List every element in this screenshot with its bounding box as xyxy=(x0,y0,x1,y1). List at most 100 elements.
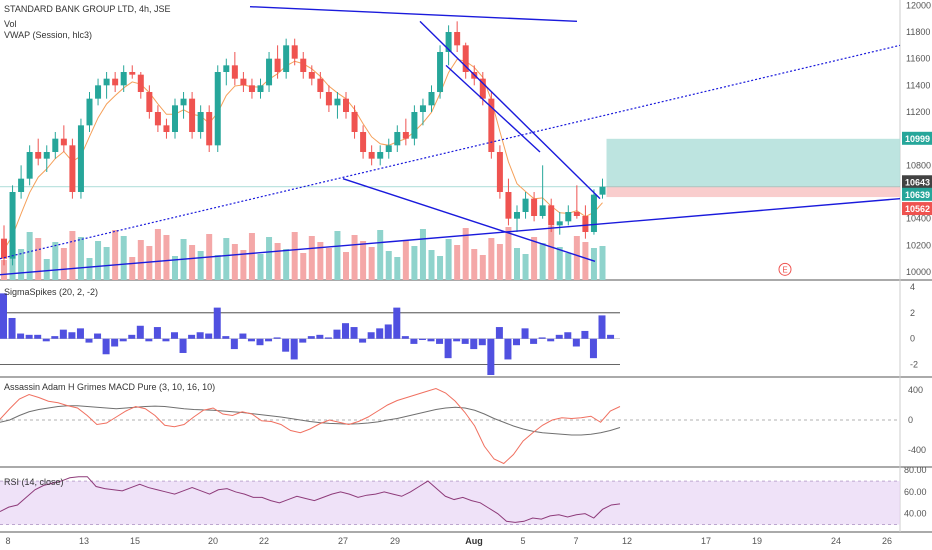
price-label-text: 10999 xyxy=(905,134,930,144)
candle xyxy=(300,52,307,79)
candle xyxy=(18,165,25,199)
candle-body xyxy=(9,192,16,259)
sigma-bar xyxy=(119,338,127,342)
candle-body xyxy=(505,192,512,219)
candle xyxy=(291,38,298,66)
time-tick-label: 26 xyxy=(882,536,892,546)
volume-bar xyxy=(360,241,367,280)
volume-bar xyxy=(86,258,93,280)
candle-body xyxy=(565,212,572,222)
sigma-bar xyxy=(34,334,42,339)
volume-bar xyxy=(197,251,204,280)
volume-bar xyxy=(103,247,110,280)
candle xyxy=(590,189,597,235)
rsi-tick-label: 80.00 xyxy=(904,465,927,475)
volume-bar xyxy=(496,244,503,280)
sigma-bar xyxy=(51,336,59,339)
candle-body xyxy=(590,194,597,232)
sigma-bar xyxy=(205,333,213,339)
volume-bar xyxy=(43,259,50,280)
candle-body xyxy=(539,205,546,216)
sigma-bar xyxy=(316,334,324,339)
volume-bar xyxy=(308,236,315,280)
vol-label[interactable]: Vol xyxy=(4,19,17,29)
sigma-tick-label: 2 xyxy=(910,308,915,318)
volume-bar xyxy=(240,250,247,280)
sigma-bar xyxy=(589,338,597,359)
sigma-bar xyxy=(222,336,230,339)
candle-body xyxy=(86,98,93,126)
candle-body xyxy=(69,145,76,192)
volume-bar xyxy=(471,249,478,280)
volume-bar xyxy=(539,243,546,280)
trendline-down xyxy=(419,20,601,200)
vwap-label[interactable]: VWAP (Session, hlc3) xyxy=(4,30,93,40)
time-tick-label: 15 xyxy=(130,536,140,546)
candle-body xyxy=(573,212,580,216)
volume-bar xyxy=(137,240,144,280)
sigma-bar xyxy=(453,338,461,342)
time-tick-label: 17 xyxy=(701,536,711,546)
volume-bar xyxy=(419,229,426,280)
volume-bar xyxy=(112,230,119,280)
volume-bar xyxy=(573,236,580,280)
candle xyxy=(419,98,426,126)
candle xyxy=(360,125,367,159)
volume-bar xyxy=(505,227,512,280)
candle xyxy=(377,145,384,166)
candle-body xyxy=(496,152,503,192)
sigma-bar xyxy=(136,325,144,339)
candle-body xyxy=(548,205,555,226)
volume-bar xyxy=(394,257,401,280)
candle-body xyxy=(248,85,255,92)
price-panel: 1000010200104001060010800110001120011400… xyxy=(0,0,932,280)
candle xyxy=(565,205,572,226)
candle xyxy=(531,192,538,222)
sigma-bar xyxy=(171,332,178,339)
sigma-bar xyxy=(547,338,555,342)
volume-bar xyxy=(95,241,102,280)
candle-body xyxy=(129,72,136,75)
candle xyxy=(77,118,84,199)
candle xyxy=(26,145,33,186)
price-label-text: 10643 xyxy=(905,177,930,187)
sigma-bar xyxy=(162,338,170,342)
volume-bar xyxy=(1,260,7,280)
macd-panel: 400 0 -400 xyxy=(0,385,926,465)
sigma-spikes-label[interactable]: SigmaSpikes (20, 2, -2) xyxy=(4,287,99,297)
candle-body xyxy=(120,72,127,86)
symbol-title[interactable]: STANDARD BANK GROUP LTD, 4h, JSE xyxy=(4,4,171,14)
candle-body xyxy=(360,132,367,152)
price-tick-label: 10200 xyxy=(906,240,931,250)
candle-body xyxy=(462,45,469,72)
candle xyxy=(172,98,178,139)
sigma-bar xyxy=(179,338,187,353)
time-tick-label: 8 xyxy=(5,536,10,546)
candle-body xyxy=(103,78,110,86)
candle xyxy=(343,92,349,119)
candle xyxy=(334,92,341,119)
rsi-label[interactable]: RSI (14, close) xyxy=(4,477,64,487)
volume-bar xyxy=(556,247,563,280)
candle xyxy=(248,78,255,99)
candle xyxy=(573,185,580,219)
volume-bar xyxy=(18,249,25,280)
candle xyxy=(385,138,392,159)
candle-body xyxy=(445,32,452,52)
candle-body xyxy=(43,152,50,159)
macd-label[interactable]: Assassin Adam H Grimes MACD Pure (3, 10,… xyxy=(4,382,216,392)
candle xyxy=(308,65,315,86)
sigma-bar xyxy=(42,338,50,342)
candle-body xyxy=(334,98,341,106)
sigma-bar xyxy=(230,338,238,350)
sigma-bar xyxy=(290,338,298,360)
sigma-bar xyxy=(427,338,435,342)
sigma-bar xyxy=(478,338,486,346)
candle-body xyxy=(514,212,520,219)
rsi-tick-label: 60.00 xyxy=(904,487,927,497)
sigma-bar xyxy=(350,327,358,339)
candle xyxy=(548,198,555,232)
sigma-bar xyxy=(359,338,367,343)
candle xyxy=(283,38,290,79)
